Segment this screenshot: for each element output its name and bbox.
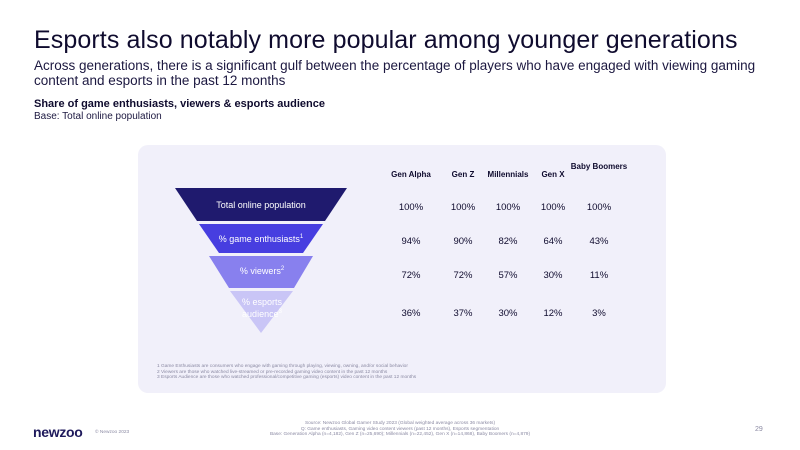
- chart-base: Base: Total online population: [34, 111, 162, 122]
- table-cell: 100%: [586, 202, 612, 213]
- funnel-label-esports-text: % esports audience: [241, 297, 283, 319]
- table-cell: 64%: [543, 236, 563, 247]
- table-cell: 37%: [453, 308, 473, 319]
- newzoo-logo: newzoo: [33, 424, 83, 440]
- table-cell: 82%: [498, 236, 518, 247]
- copyright: © Newzoo 2023: [95, 430, 130, 435]
- funnel-label-total-text: Total online population: [216, 200, 306, 210]
- column-header-gen-alpha: Gen Alpha: [391, 170, 431, 179]
- table-cell: 43%: [589, 236, 609, 247]
- footnotes: 1 Game Enthusiasts are consumers who eng…: [157, 364, 657, 381]
- slide-subtitle: Across generations, there is a significa…: [34, 58, 756, 88]
- table-cell: 30%: [543, 270, 563, 281]
- column-header-gen-x: Gen X: [541, 170, 565, 179]
- funnel-label-total: Total online population: [185, 200, 337, 210]
- column-header-baby-boomers: Baby Boomers: [570, 162, 628, 171]
- table-cell: 11%: [589, 270, 609, 281]
- funnel-label-esports: % esports audience3: [236, 297, 288, 319]
- source-line: Source: Newzoo Global Gamer Study 2023 (…: [304, 421, 496, 426]
- funnel-label-enthusiasts-text: % game enthusiasts: [218, 234, 300, 244]
- table-cell: 3%: [592, 308, 606, 319]
- table-cell: 100%: [398, 202, 424, 213]
- funnel-label-viewers: % viewers2: [212, 266, 312, 276]
- source-line: Base: Generation Alpha (n=4,182), Gen Z …: [269, 432, 531, 438]
- footnote-marker-1: 1: [299, 234, 304, 240]
- table-cell: 100%: [540, 202, 566, 213]
- table-cell: 12%: [543, 308, 563, 319]
- chart-title: Share of game enthusiasts, viewers & esp…: [34, 98, 325, 110]
- table-cell: 72%: [453, 270, 473, 281]
- footnote-marker-3: 3: [278, 309, 282, 315]
- table-cell: 30%: [498, 308, 518, 319]
- source-line: Q: Game enthusiasts, Gaming video conten…: [300, 426, 500, 432]
- source-note: Source: Newzoo Global Gamer Study 2023 (…: [250, 421, 550, 438]
- table-cell: 57%: [498, 270, 518, 281]
- table-cell: 100%: [450, 202, 476, 213]
- page-number: 29: [755, 426, 763, 433]
- footnote-1: 1 Game Enthusiasts are consumers who eng…: [157, 364, 408, 369]
- table-cell: 94%: [401, 236, 421, 247]
- table-cell: 72%: [401, 270, 421, 281]
- table-cell: 36%: [401, 308, 421, 319]
- funnel-label-viewers-text: % viewers: [239, 266, 281, 276]
- column-header-gen-z: Gen Z: [451, 170, 475, 179]
- footnote-marker-2: 2: [280, 266, 285, 272]
- table-cell: 90%: [453, 236, 473, 247]
- column-header-millennials: Millennials: [487, 170, 529, 179]
- slide-title: Esports also notably more popular among …: [34, 26, 738, 54]
- funnel-label-enthusiasts: % game enthusiasts1: [200, 234, 322, 244]
- footnote-2: 2 Viewers are those who watched live-str…: [157, 369, 388, 375]
- footnote-3: 3 Esports Audience are those who watched…: [157, 375, 417, 381]
- table-cell: 100%: [495, 202, 521, 213]
